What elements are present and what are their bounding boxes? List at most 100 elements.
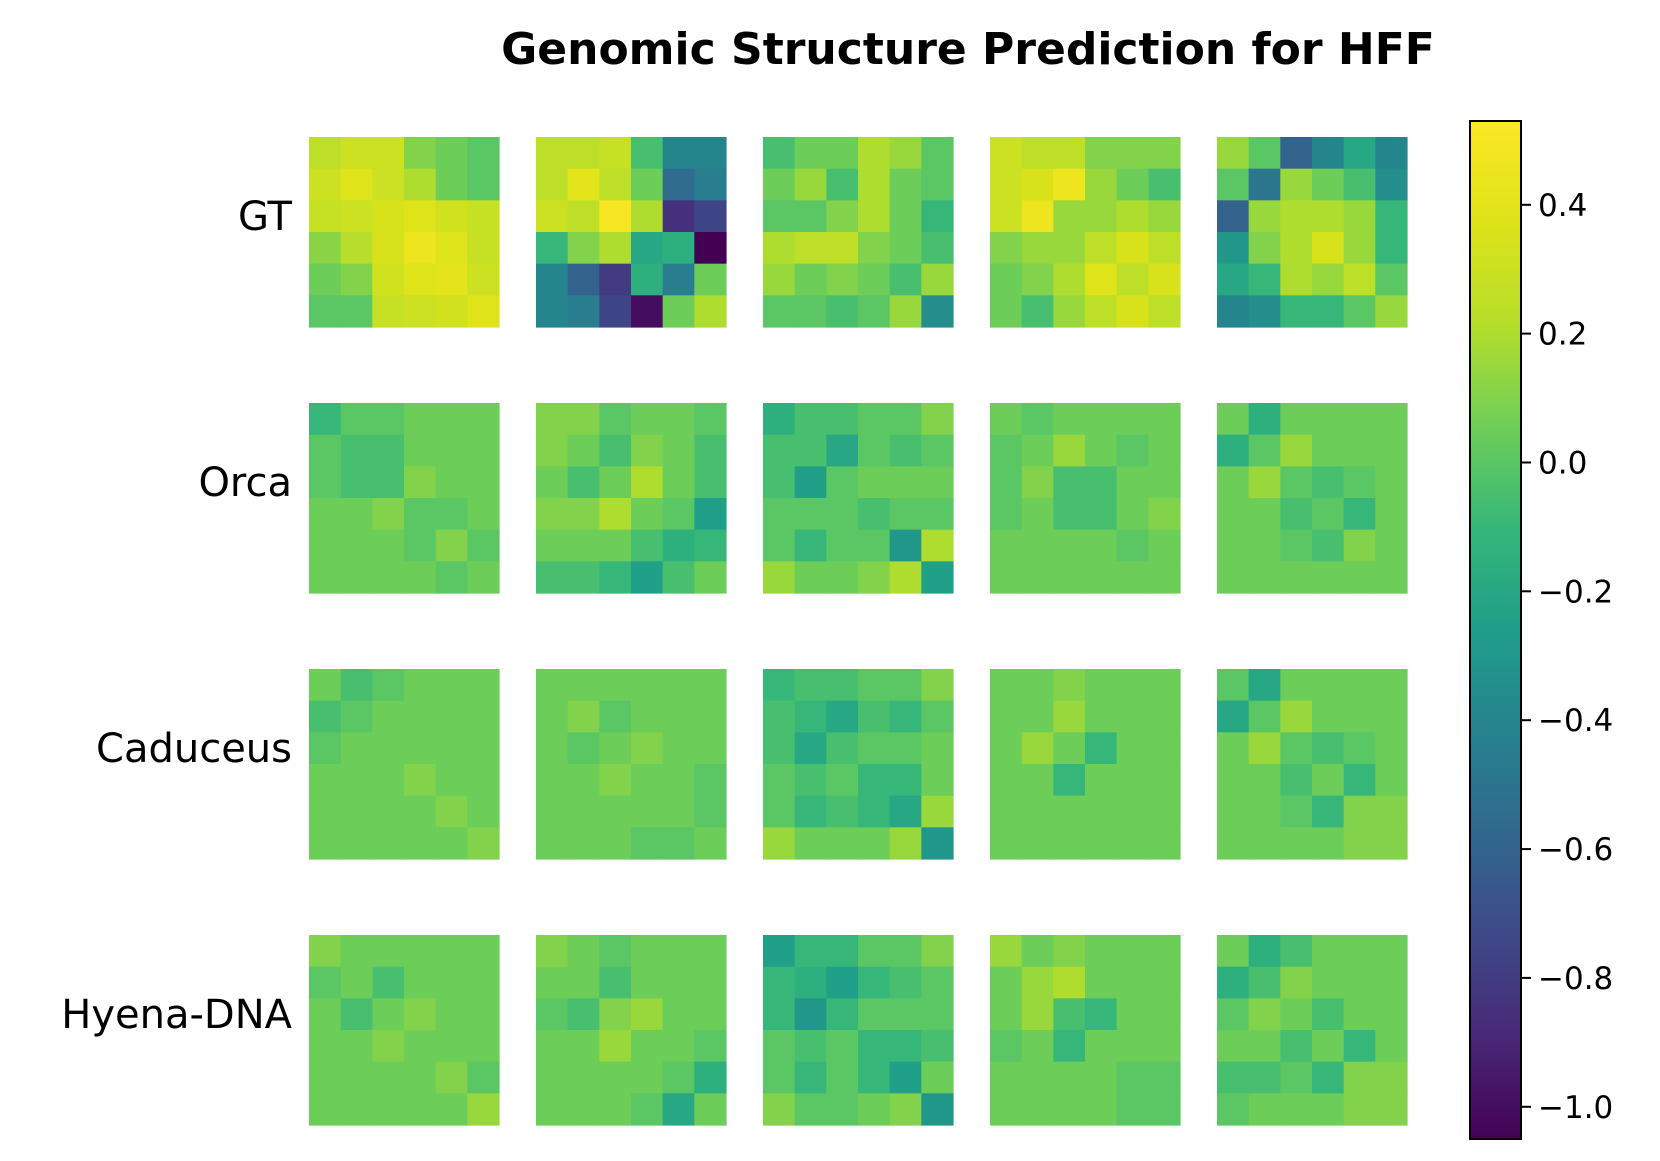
heatmap-cell bbox=[1375, 700, 1408, 733]
heatmap-cell bbox=[1116, 1061, 1149, 1094]
heatmap-cell bbox=[631, 232, 664, 265]
heatmap-cell bbox=[1053, 998, 1086, 1031]
heatmap-cell bbox=[990, 403, 1023, 436]
heatmap-cell bbox=[794, 669, 827, 702]
heatmap-cell bbox=[1312, 263, 1345, 296]
heatmap-cell bbox=[536, 200, 569, 233]
heatmap-cell bbox=[826, 998, 859, 1031]
heatmap-cell bbox=[1021, 561, 1054, 594]
heatmap-cell bbox=[889, 764, 922, 797]
heatmap-cell bbox=[309, 168, 342, 201]
heatmap-cell bbox=[1343, 732, 1376, 765]
heatmap-cell bbox=[858, 295, 891, 328]
heatmap-cell bbox=[858, 434, 891, 467]
heatmap-cell bbox=[1217, 764, 1250, 797]
heatmap-cell bbox=[794, 529, 827, 562]
heatmap-cell bbox=[1021, 263, 1054, 296]
heatmap-cell bbox=[1343, 295, 1376, 328]
heatmap-cell bbox=[1248, 295, 1281, 328]
heatmap-cell bbox=[309, 232, 342, 265]
heatmap-cell bbox=[662, 200, 695, 233]
heatmap-cell bbox=[1116, 1093, 1149, 1126]
heatmap-cell bbox=[826, 434, 859, 467]
heatmap-cell bbox=[1312, 466, 1345, 499]
heatmap-cell bbox=[1085, 200, 1118, 233]
heatmap-cell bbox=[921, 232, 954, 265]
heatmap-cell bbox=[309, 434, 342, 467]
heatmap-cell bbox=[599, 498, 632, 531]
heatmap-cell bbox=[990, 764, 1023, 797]
heatmap-cell bbox=[1021, 1030, 1054, 1063]
heatmap-panel-3-1 bbox=[309, 669, 500, 860]
colorbar-tick-label: −0.2 bbox=[1538, 574, 1613, 610]
heatmap-cell bbox=[763, 466, 796, 499]
heatmap-cell bbox=[1375, 529, 1408, 562]
heatmap-cell bbox=[567, 998, 600, 1031]
heatmap-cell bbox=[1148, 795, 1181, 828]
heatmap-cell bbox=[1217, 700, 1250, 733]
heatmap-cell bbox=[536, 935, 569, 968]
heatmap-cell bbox=[662, 263, 695, 296]
heatmap-cell bbox=[1085, 966, 1118, 999]
heatmap-cell bbox=[694, 434, 727, 467]
heatmap-cell bbox=[467, 732, 500, 765]
heatmap-cell bbox=[1053, 168, 1086, 201]
heatmap-cell bbox=[1375, 1093, 1408, 1126]
heatmap-cell bbox=[1280, 795, 1313, 828]
heatmap-cell bbox=[536, 1061, 569, 1094]
heatmap-cell bbox=[631, 795, 664, 828]
heatmap-cell bbox=[1021, 137, 1054, 170]
heatmap-cell bbox=[536, 732, 569, 765]
heatmap-cell bbox=[372, 1061, 405, 1094]
heatmap-cell bbox=[1021, 998, 1054, 1031]
heatmap-cell bbox=[1217, 200, 1250, 233]
heatmap-cell bbox=[1085, 764, 1118, 797]
heatmap-cell bbox=[1248, 935, 1281, 968]
heatmap-cell bbox=[467, 529, 500, 562]
heatmap-cell bbox=[1343, 466, 1376, 499]
heatmap-cell bbox=[1343, 1030, 1376, 1063]
heatmap-cell bbox=[794, 232, 827, 265]
heatmap-cell bbox=[794, 795, 827, 828]
heatmap-cell bbox=[1085, 795, 1118, 828]
heatmap-cell bbox=[794, 966, 827, 999]
heatmap-cell bbox=[1085, 669, 1118, 702]
heatmap-cell bbox=[1053, 935, 1086, 968]
heatmap-cell bbox=[921, 529, 954, 562]
heatmap-cell bbox=[1280, 168, 1313, 201]
heatmap-cell bbox=[404, 669, 437, 702]
heatmap-cell bbox=[567, 168, 600, 201]
heatmap-cell bbox=[662, 1061, 695, 1094]
heatmap-panel-4-4 bbox=[990, 935, 1181, 1126]
heatmap-cell bbox=[404, 935, 437, 968]
heatmap-cell bbox=[694, 795, 727, 828]
heatmap-cell bbox=[340, 732, 373, 765]
heatmap-cell bbox=[1217, 998, 1250, 1031]
heatmap-cell bbox=[309, 466, 342, 499]
heatmap-cell bbox=[921, 561, 954, 594]
heatmap-cell bbox=[1116, 137, 1149, 170]
heatmap-cell bbox=[1248, 1030, 1281, 1063]
heatmap-cell bbox=[1280, 700, 1313, 733]
heatmap-cell bbox=[309, 732, 342, 765]
heatmap-cell bbox=[1085, 1093, 1118, 1126]
heatmap-cell bbox=[404, 403, 437, 436]
heatmap-cell bbox=[467, 827, 500, 860]
heatmap-cell bbox=[372, 466, 405, 499]
heatmap-cell bbox=[309, 1061, 342, 1094]
heatmap-cell bbox=[858, 403, 891, 436]
heatmap-cell bbox=[1217, 561, 1250, 594]
heatmap-cell bbox=[889, 263, 922, 296]
heatmap-cell bbox=[404, 200, 437, 233]
heatmap-cell bbox=[1280, 263, 1313, 296]
heatmap-cell bbox=[889, 403, 922, 436]
heatmap-cell bbox=[1343, 403, 1376, 436]
heatmap-cell bbox=[1280, 232, 1313, 265]
heatmap-cell bbox=[990, 732, 1023, 765]
row-label-hyena-dna: Hyena-DNA bbox=[61, 992, 292, 1038]
heatmap-cell bbox=[858, 669, 891, 702]
heatmap-cell bbox=[599, 732, 632, 765]
heatmap-cell bbox=[309, 700, 342, 733]
heatmap-cell bbox=[794, 1093, 827, 1126]
heatmap-cell bbox=[467, 561, 500, 594]
